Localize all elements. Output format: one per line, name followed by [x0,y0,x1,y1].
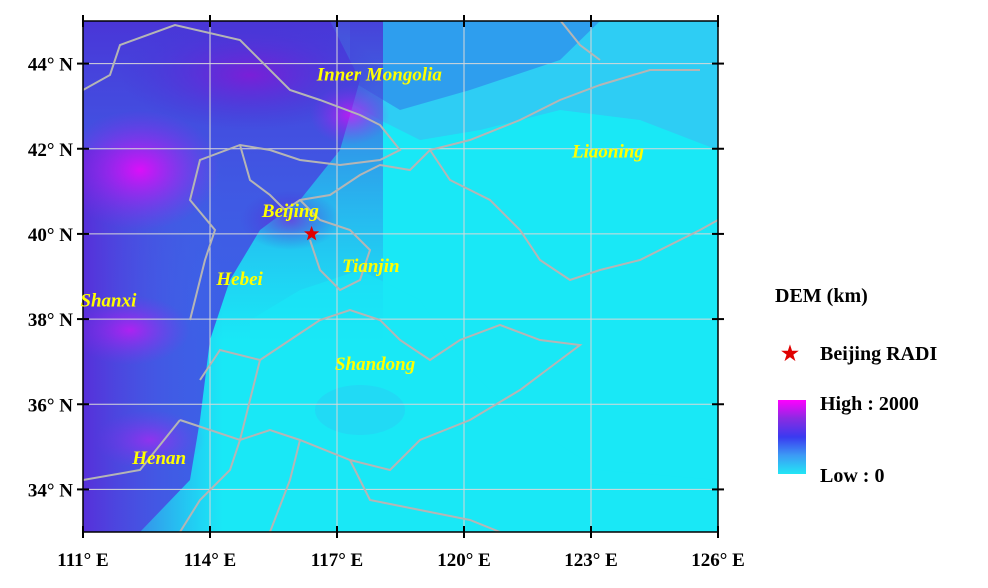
lat-tick-label: 36° N [28,395,73,416]
region-label-hebei: Hebei [215,269,263,290]
region-label-liaoning: Liaoning [571,141,644,162]
latitude-labels: 44° N 42° N 40° N 38° N 36° N 34° N [28,55,73,502]
longitude-labels: 111° E 114° E 117° E 120° E 123° E 126° E [57,550,744,571]
lat-tick-label: 44° N [28,55,73,76]
lon-tick-label: 120° E [437,550,491,571]
region-label-inner-mongolia: Inner Mongolia [316,65,443,86]
beijing-radi-star-icon [304,225,320,241]
lat-tick-label: 34° N [28,480,73,501]
lon-tick-label: 117° E [311,550,363,571]
region-label-tianjin: Tianjin [342,256,399,277]
map-frame [82,20,719,533]
province-boundaries [83,21,718,532]
lon-tick-label: 123° E [564,550,618,571]
lon-tick-label: 111° E [57,550,108,571]
region-labels: Inner Mongolia Liaoning Beijing Hebei Tianji… [80,65,643,469]
region-label-shanxi: Shanxi [80,290,137,311]
region-label-beijing: Beijing [261,201,319,222]
legend-high-label: High : 2000 [820,393,919,415]
color-ramp [778,400,806,474]
region-label-henan: Henan [131,448,186,469]
lon-tick-label: 114° E [184,550,236,571]
legend-site-label: Beijing RADI [820,343,938,365]
map-raster [83,21,718,532]
red-star-icon: ★ [781,343,799,365]
site-star [304,225,320,241]
legend-low-label: Low : 0 [820,465,885,487]
lat-tick-label: 40° N [28,225,73,246]
lon-tick-label: 126° E [691,550,745,571]
lat-tick-label: 38° N [28,310,73,331]
region-label-shandong: Shandong [335,354,415,375]
axis-ticks [77,15,724,538]
lat-tick-label: 42° N [28,140,73,161]
legend-title: DEM (km) [775,285,868,307]
graticule [83,21,718,532]
